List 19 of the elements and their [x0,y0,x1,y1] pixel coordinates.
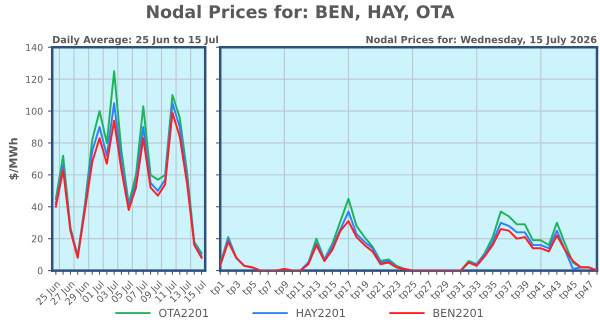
x-tick-label: tp5 [242,280,258,297]
x-tick-label: tp1 [209,280,226,297]
legend-label: HAY2201 [296,308,345,318]
chart-subtitle: Daily Average: 25 Jun to 15 Jul [53,36,218,46]
y-tick-label: 140 [26,44,43,51]
y-tick-label: 0 [38,267,43,274]
text: Nodal Prices for: BEN, HAY, OTA [147,4,454,21]
x-tick-label: tp3 [225,280,242,297]
y-tick-label: 120 [26,76,43,83]
chart-subtitle: Nodal Prices for: Wednesday, 15 July 2026 [366,36,596,46]
y-tick-label: 80 [32,140,43,147]
legend-label: BEN2201 [434,308,483,318]
legend-label: OTA2201 [159,308,208,318]
x-tick-label: tp7 [258,280,274,297]
y-tick-label: 20 [32,235,43,242]
y-axis-title: $/MWh [8,138,19,180]
y-tick-label: 40 [32,203,43,210]
y-tick-label: 100 [26,108,43,115]
y-tick-label: 60 [32,171,43,179]
